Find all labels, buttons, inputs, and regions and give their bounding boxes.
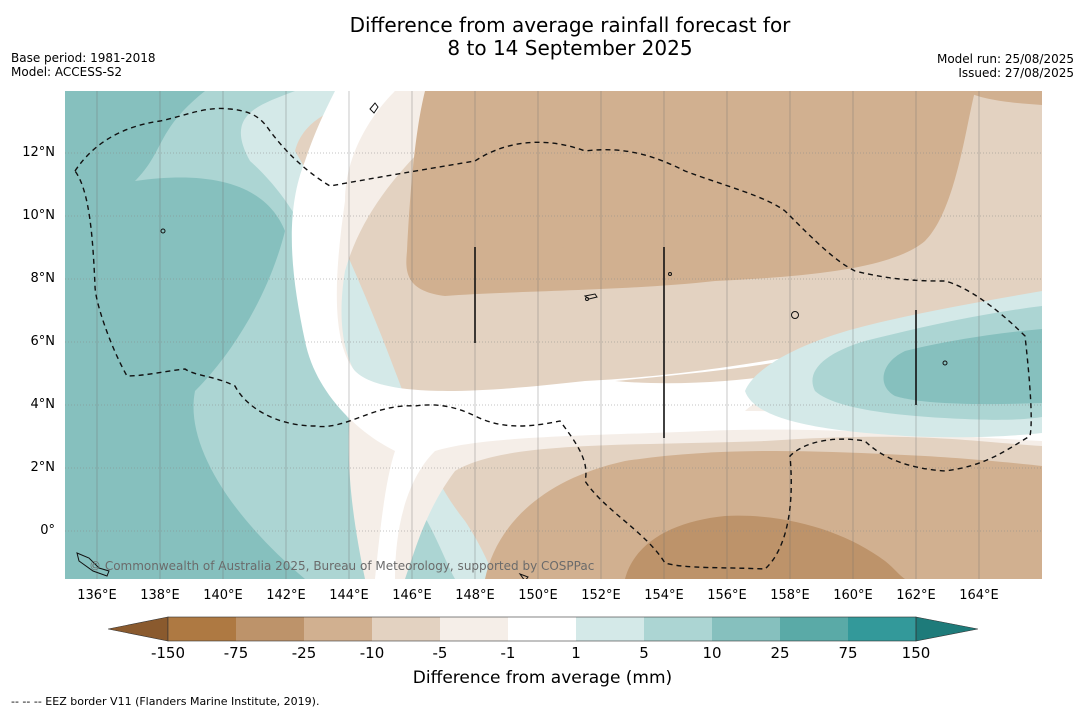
eez-footnote: -- -- -- EEZ border V11 (Flanders Marine… [11, 695, 320, 708]
cb-tick-8: 10 [702, 644, 722, 662]
lat-label-12n: 12°N [22, 145, 55, 160]
cb-tick-0: -150 [150, 644, 186, 662]
marker-lines [474, 247, 917, 438]
lat-label-4n: 4°N [30, 397, 56, 412]
islands [76, 102, 948, 579]
title-line-1: Difference from average rainfall forecas… [349, 13, 791, 37]
colorbar-label: Difference from average (mm) [412, 668, 673, 688]
contour-east-25 [883, 329, 1042, 405]
lon-label-160e: 160°E [833, 588, 873, 603]
base-period: Base period: 1981-2018 [11, 51, 156, 65]
colorbar [108, 616, 978, 642]
cb-tick-5: -1 [500, 644, 516, 662]
colorbar-seg-7 [576, 617, 644, 641]
lat-label-2n: 2°N [30, 460, 56, 475]
map-title: Difference from average rainfall forecas… [0, 14, 1085, 60]
lon-label-142e: 142°E [266, 588, 306, 603]
lon-label-136e: 136°E [77, 588, 117, 603]
lat-label-0: 0° [40, 523, 55, 538]
colorbar-seg-2 [236, 617, 304, 641]
eez-borders [74, 107, 1032, 570]
lon-label-144e: 144°E [329, 588, 369, 603]
colorbar-seg-11 [848, 617, 916, 641]
lat-label-10n: 10°N [22, 208, 55, 223]
colorbar-seg-12 [915, 616, 978, 642]
contour-west-25 [65, 91, 305, 579]
model-info: Base period: 1981-2018 Model: ACCESS-S2 [11, 51, 156, 79]
cb-tick-1: -75 [223, 644, 249, 662]
lon-label-140e: 140°E [203, 588, 243, 603]
colorbar-seg-0 [108, 616, 169, 642]
cb-tick-4: -5 [432, 644, 448, 662]
lon-label-162e: 162°E [896, 588, 936, 603]
colorbar-seg-9 [712, 617, 780, 641]
lat-label-8n: 8°N [30, 271, 56, 286]
cb-tick-3: -10 [359, 644, 385, 662]
colorbar-frame [167, 616, 917, 642]
lon-label-158e: 158°E [770, 588, 810, 603]
lon-label-150e: 150°E [518, 588, 558, 603]
lat-label-6n: 6°N [30, 334, 56, 349]
meridians [96, 91, 980, 579]
contour-north-75 [474, 91, 866, 248]
colorbar-seg-5 [440, 617, 508, 641]
lon-label-156e: 156°E [707, 588, 747, 603]
copyright-notice: © Commonwealth of Australia 2025, Bureau… [89, 559, 595, 573]
lon-label-152e: 152°E [581, 588, 621, 603]
rainfall-map [65, 91, 1042, 579]
lon-label-146e: 146°E [392, 588, 432, 603]
cb-tick-2: -25 [291, 644, 317, 662]
rainfall-contours [65, 91, 1042, 579]
issued-date: Issued: 27/08/2025 [958, 66, 1074, 80]
cb-tick-6: 1 [571, 644, 581, 662]
colorbar-seg-1 [168, 617, 236, 641]
cb-tick-10: 75 [838, 644, 858, 662]
model-name: Model: ACCESS-S2 [11, 65, 123, 79]
contour-ne-25 [965, 91, 1042, 105]
lon-label-164e: 164°E [959, 588, 999, 603]
colorbar-seg-8 [644, 617, 712, 641]
lon-label-138e: 138°E [140, 588, 180, 603]
contour-south-75 [625, 515, 905, 579]
cb-tick-11: 150 [901, 644, 931, 662]
cb-tick-9: 25 [770, 644, 790, 662]
lon-label-154e: 154°E [644, 588, 684, 603]
colorbar-seg-10 [780, 617, 848, 641]
colorbar-seg-4 [372, 617, 440, 641]
lon-label-148e: 148°E [455, 588, 495, 603]
model-run: Model run: 25/08/2025 [936, 52, 1074, 66]
cb-tick-7: 5 [639, 644, 649, 662]
run-info: Model run: 25/08/2025 Issued: 27/08/2025 [937, 52, 1074, 80]
contour-south-25 [485, 451, 1042, 579]
title-line-2: 8 to 14 September 2025 [447, 36, 693, 60]
graticule [65, 152, 1042, 532]
colorbar-seg-6 [508, 617, 576, 641]
colorbar-seg-3 [304, 617, 372, 641]
